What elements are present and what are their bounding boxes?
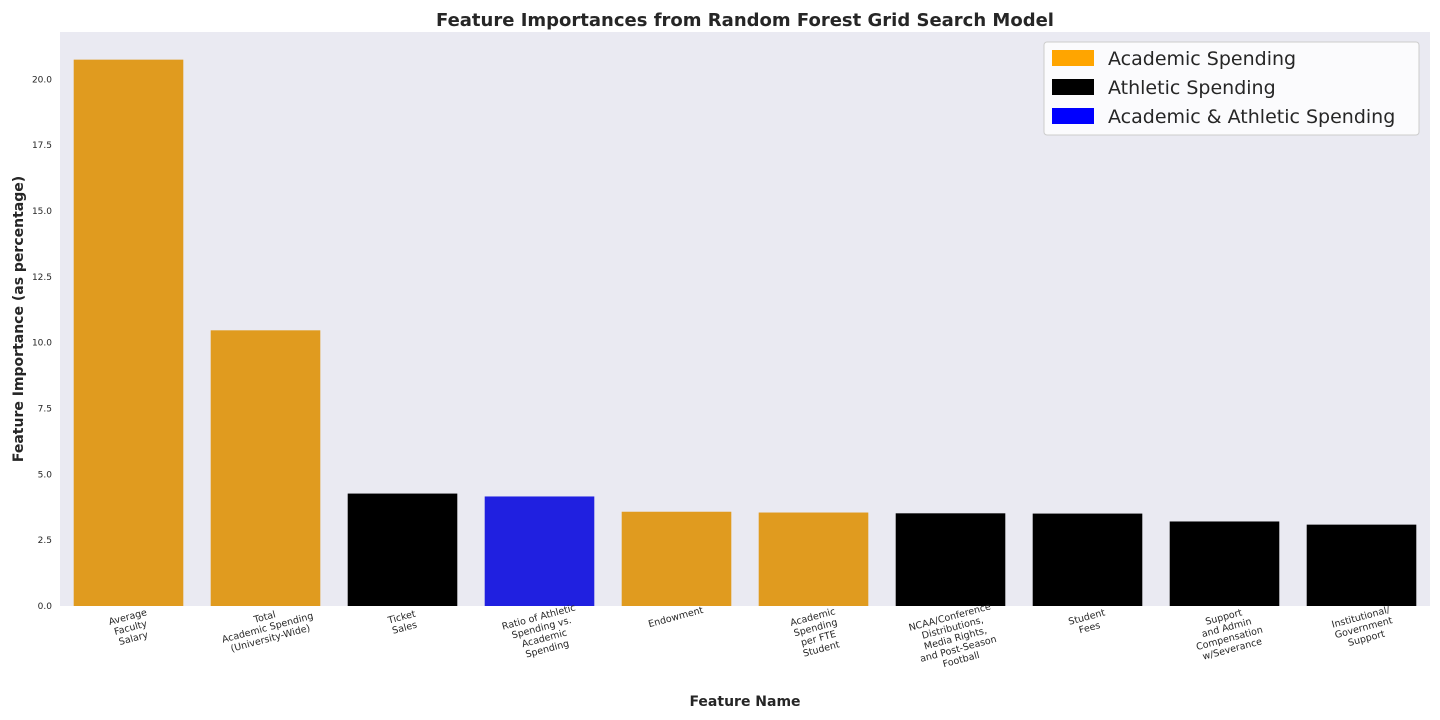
- y-tick-label: 20.0: [32, 75, 52, 85]
- legend-swatch-athletic: [1052, 79, 1094, 95]
- bar-group: [73, 59, 1417, 606]
- x-tick-label-line: Fees: [1078, 620, 1102, 636]
- y-tick-label: 15.0: [32, 207, 52, 217]
- bar: [347, 493, 458, 606]
- bar: [1032, 513, 1143, 606]
- y-tick-label: 5.0: [38, 470, 53, 480]
- legend: Academic Spending Athletic Spending Acad…: [1043, 41, 1420, 136]
- bar: [484, 496, 595, 606]
- x-tick-label: Endowment: [647, 605, 705, 630]
- y-tick-label: 10.0: [32, 339, 52, 349]
- chart-title: Feature Importances from Random Forest G…: [436, 10, 1054, 31]
- x-tick-label: StudentFees: [1067, 607, 1109, 638]
- x-axis-ticks: AverageFacultySalary TotalAcademic Spendi…: [108, 600, 1398, 676]
- legend-swatch-both: [1052, 108, 1094, 124]
- x-axis-label: Feature Name: [689, 694, 800, 710]
- bar: [621, 511, 732, 606]
- y-tick-label: 17.5: [32, 141, 52, 151]
- x-tick-label: Supportand AdminCompensationw/Severance: [1189, 603, 1267, 663]
- legend-label-both: Academic & Athletic Spending: [1108, 106, 1395, 128]
- y-tick-label: 0.0: [38, 602, 53, 612]
- bar: [895, 513, 1006, 606]
- y-tick-label: 7.5: [38, 405, 52, 415]
- x-tick-label: Institutional/GovernmentSupport: [1331, 604, 1398, 652]
- x-tick-label: TotalAcademic Spending(University-Wide): [218, 600, 317, 656]
- x-tick-label: AverageFacultySalary: [108, 607, 154, 649]
- legend-label-academic: Academic Spending: [1108, 48, 1296, 70]
- x-tick-label: NCAA/ConferenceDistributions,Media Right…: [908, 601, 1004, 676]
- bar: [73, 59, 184, 606]
- x-tick-label-line: Endowment: [647, 605, 705, 630]
- bar: [1169, 521, 1280, 606]
- bar: [210, 330, 321, 606]
- y-tick-label: 12.5: [32, 273, 52, 283]
- y-axis-label: Feature Importance (as percentage): [11, 176, 27, 462]
- x-tick-label: TicketSales: [386, 609, 420, 638]
- legend-swatch-academic: [1052, 50, 1094, 66]
- legend-label-athletic: Athletic Spending: [1108, 77, 1276, 99]
- y-tick-label: 2.5: [38, 536, 52, 546]
- legend-box: [1043, 41, 1420, 136]
- bar: [758, 512, 869, 606]
- bar: [1306, 524, 1417, 606]
- y-axis-ticks: 0.0 2.5 5.0 7.5 10.0 12.5 15.0 17.5 20.0: [32, 75, 52, 612]
- x-tick-label: Ratio of AthleticSpending vs.AcademicSpe…: [501, 602, 586, 664]
- x-tick-label: AcademicSpendingper FTEStudent: [789, 606, 845, 661]
